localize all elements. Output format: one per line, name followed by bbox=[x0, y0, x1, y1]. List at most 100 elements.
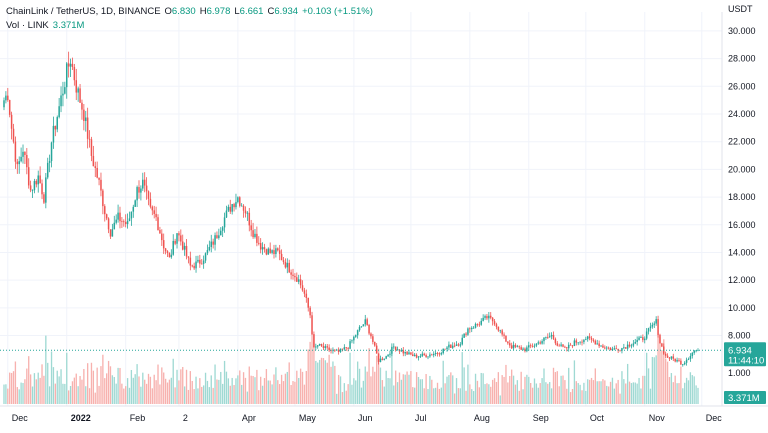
candle-body bbox=[277, 248, 279, 251]
candle-body bbox=[419, 356, 422, 357]
x-tick-label: Sep bbox=[533, 413, 549, 423]
candle-body bbox=[75, 80, 78, 93]
volume-bar bbox=[568, 367, 570, 404]
candle-body bbox=[172, 240, 174, 255]
y-tick-label: 22.000 bbox=[728, 137, 756, 147]
volume-bar bbox=[260, 376, 262, 404]
candle-body bbox=[476, 323, 479, 325]
volume-bar bbox=[678, 383, 680, 404]
candle-body bbox=[467, 328, 469, 335]
volume-bar bbox=[246, 391, 249, 404]
volume-bar bbox=[421, 379, 423, 404]
volume-bar bbox=[26, 368, 28, 404]
candle-body bbox=[408, 352, 410, 355]
volume-bar bbox=[77, 386, 79, 404]
candle-body bbox=[596, 343, 598, 345]
volume-bar bbox=[465, 390, 467, 404]
volume-bar bbox=[73, 377, 76, 404]
volume-bar bbox=[45, 335, 47, 404]
candle-body bbox=[463, 333, 465, 338]
candle-body bbox=[682, 364, 684, 366]
volume-bar bbox=[235, 378, 237, 404]
volume-bar bbox=[134, 374, 136, 404]
volume-bar bbox=[621, 371, 623, 404]
volume-bar bbox=[533, 378, 536, 404]
candle-body bbox=[374, 341, 376, 346]
low-label: L bbox=[234, 6, 240, 17]
volume-bar bbox=[157, 364, 159, 404]
candle-body bbox=[605, 347, 608, 349]
candle-body bbox=[347, 348, 349, 349]
volume-bar bbox=[524, 376, 526, 404]
volume-bar bbox=[231, 377, 233, 404]
candle-body bbox=[202, 260, 205, 264]
volume-bar bbox=[530, 382, 532, 404]
volume-tick-label: 1.000 bbox=[728, 368, 751, 378]
volume-bar bbox=[457, 388, 460, 404]
volume-bar bbox=[680, 366, 682, 404]
volume-bar bbox=[280, 374, 283, 404]
volume-bar bbox=[163, 372, 165, 404]
volume-bar bbox=[575, 381, 577, 404]
volume-bar bbox=[332, 361, 334, 404]
volume-bar bbox=[482, 373, 484, 404]
volume-bar bbox=[541, 378, 543, 404]
candle-body bbox=[218, 235, 220, 238]
volume-bar bbox=[419, 379, 422, 404]
open-value: 6.830 bbox=[171, 6, 196, 17]
candle-body bbox=[212, 241, 214, 245]
volume-bar bbox=[415, 372, 418, 404]
candle-body bbox=[10, 114, 13, 129]
volume-bar bbox=[102, 354, 104, 404]
volume-bar bbox=[85, 386, 87, 404]
candle-body bbox=[322, 346, 325, 348]
volume-bar bbox=[689, 372, 692, 404]
volume-bar bbox=[657, 334, 659, 404]
volume-label: Vol · LINK bbox=[6, 20, 49, 31]
candle-body bbox=[520, 347, 522, 350]
volume-bar bbox=[301, 371, 304, 404]
candle-body bbox=[29, 185, 32, 191]
candle-body bbox=[303, 290, 306, 294]
volume-bar bbox=[490, 386, 492, 404]
volume-bar bbox=[609, 381, 612, 404]
volume-bar bbox=[355, 380, 357, 404]
candle-body bbox=[242, 205, 245, 211]
currency-label: USDT bbox=[728, 4, 753, 14]
volume-bar bbox=[427, 389, 429, 404]
candle-body bbox=[345, 347, 348, 349]
volume-bar bbox=[170, 377, 172, 404]
volume-bar bbox=[37, 372, 39, 404]
volume-bar bbox=[71, 381, 74, 404]
candle-body bbox=[554, 338, 557, 344]
candle-body bbox=[132, 206, 135, 212]
volume-bar bbox=[486, 383, 488, 404]
close-label: C bbox=[267, 6, 275, 17]
x-tick-label: Apr bbox=[242, 413, 256, 423]
volume-bar bbox=[164, 378, 167, 404]
volume-bar bbox=[233, 385, 235, 404]
volume-bar bbox=[577, 383, 579, 404]
candle-body bbox=[451, 345, 454, 348]
candle-body bbox=[489, 315, 492, 318]
volume-bar bbox=[539, 383, 541, 404]
volume-bar bbox=[659, 337, 661, 404]
candle-body bbox=[164, 248, 167, 252]
candle-body bbox=[389, 353, 391, 355]
candle-body bbox=[263, 247, 266, 250]
candle-body bbox=[126, 221, 129, 225]
volume-bar bbox=[269, 380, 271, 404]
candle-body bbox=[634, 341, 637, 344]
candle-body bbox=[296, 277, 298, 282]
candle-body bbox=[387, 354, 389, 357]
candle-body bbox=[438, 353, 441, 355]
candle-body bbox=[100, 179, 102, 191]
volume-bar bbox=[52, 367, 55, 404]
candle-body bbox=[396, 349, 399, 351]
volume-bar bbox=[10, 372, 13, 404]
volume-bar bbox=[499, 395, 501, 404]
candle-body bbox=[604, 347, 606, 349]
candle-body bbox=[470, 327, 473, 330]
